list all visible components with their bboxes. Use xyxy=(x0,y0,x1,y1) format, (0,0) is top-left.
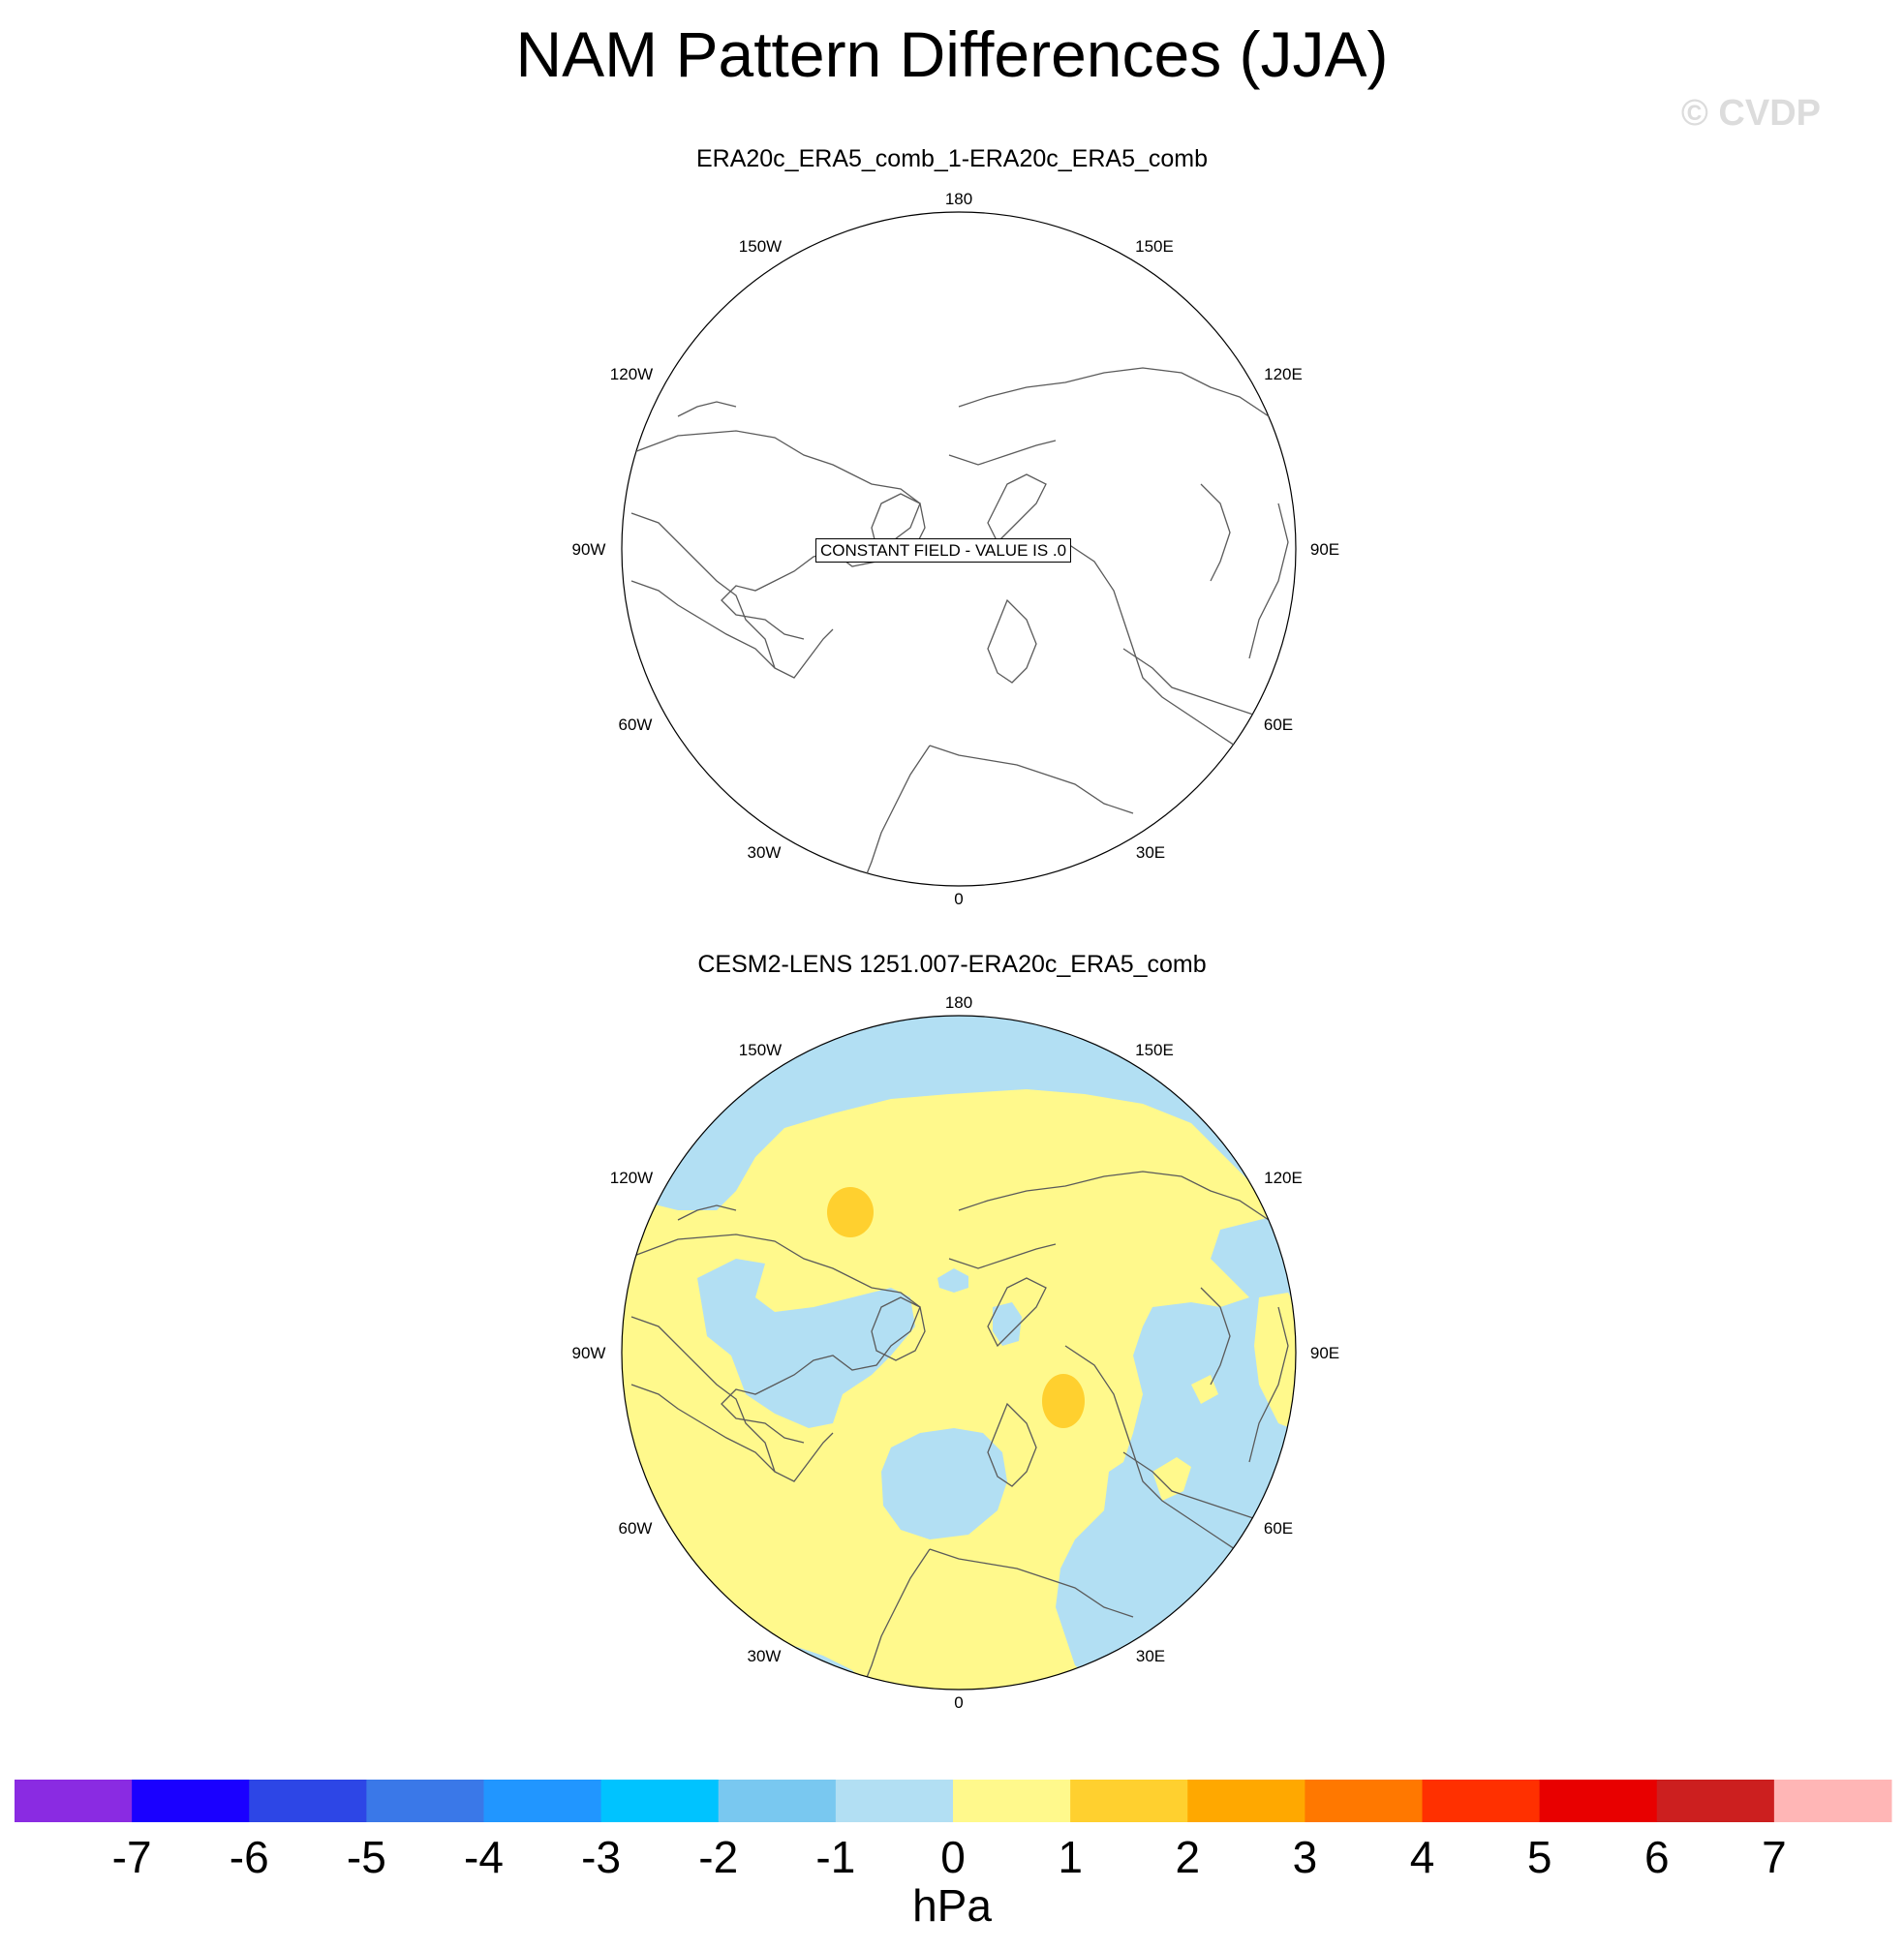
panel-1-title: ERA20c_ERA5_comb_1-ERA20c_ERA5_comb xyxy=(695,145,1209,172)
panel-2-lon-0: 0 xyxy=(954,1693,963,1712)
colorbar-swatch xyxy=(1070,1780,1188,1822)
panel-2-map: 180 150W 150E 120W 120E 90W 90E 60W 60E … xyxy=(572,993,1340,1712)
panel-1-lon-150w: 150W xyxy=(739,237,782,256)
panel-2-lon-180: 180 xyxy=(945,993,972,1012)
colorbar-swatch xyxy=(15,1780,133,1822)
colorbar-swatch xyxy=(1187,1780,1305,1822)
negative-region-europe xyxy=(881,1428,1007,1539)
colorbar-tick-label: 1 xyxy=(1058,1832,1083,1882)
colorbar-tick-label: 4 xyxy=(1410,1832,1435,1882)
colorbar-tick-label: 7 xyxy=(1762,1832,1787,1882)
colorbar-tick-label: 6 xyxy=(1644,1832,1670,1882)
positive-region-alaska xyxy=(827,1187,874,1237)
panel-1-lon-0: 0 xyxy=(954,890,963,908)
colorbar-tick-label: -2 xyxy=(698,1832,738,1882)
panel-1-lon-180: 180 xyxy=(945,190,972,208)
panel-1-lon-30e: 30E xyxy=(1136,843,1165,862)
copyright-watermark: © CVDP xyxy=(1680,93,1821,134)
colorbar-swatch xyxy=(1773,1780,1892,1822)
colorbar-tick-label: -5 xyxy=(347,1832,386,1882)
colorbar-swatch xyxy=(366,1780,484,1822)
panel-1-lon-90w: 90W xyxy=(572,540,606,559)
colorbar-swatch xyxy=(1539,1780,1658,1822)
colorbar-swatch xyxy=(132,1780,250,1822)
colorbar-swatch xyxy=(600,1780,720,1822)
panel-1-lon-120e: 120E xyxy=(1264,365,1303,383)
positive-region-siberia xyxy=(1042,1374,1085,1428)
panel-2-lon-30e: 30E xyxy=(1136,1647,1165,1665)
negative-region-pacific xyxy=(622,1016,1296,1239)
panel-1-lon-60w: 60W xyxy=(619,716,653,734)
colorbar-swatch xyxy=(953,1780,1071,1822)
colorbar-swatch xyxy=(1305,1780,1423,1822)
colorbar-swatch xyxy=(1422,1780,1541,1822)
panel-2-lon-120w: 120W xyxy=(610,1169,653,1187)
panel-2-title: CESM2-LENS 1251.007-ERA20c_ERA5_comb xyxy=(697,951,1207,978)
colorbar-tick-label: 2 xyxy=(1175,1832,1200,1882)
colorbar-tick-label: -1 xyxy=(815,1832,855,1882)
colorbar-swatch xyxy=(483,1780,602,1822)
panel-2-lon-120e: 120E xyxy=(1264,1169,1303,1187)
panel-2-lon-150w: 150W xyxy=(739,1041,782,1059)
colorbar-tick-label: -3 xyxy=(581,1832,621,1882)
colorbar-tick-label: -7 xyxy=(112,1832,152,1882)
panel-1-lon-150e: 150E xyxy=(1135,237,1174,256)
colorbar-tick-label: -6 xyxy=(230,1832,269,1882)
panel-2-lon-150e: 150E xyxy=(1135,1041,1174,1059)
page-title: NAM Pattern Differences (JJA) xyxy=(515,18,1389,90)
panel-2-lon-30w: 30W xyxy=(748,1647,782,1665)
colorbar-swatch xyxy=(1656,1780,1775,1822)
negative-region-greenland-sea xyxy=(937,1268,968,1293)
negative-region-kara xyxy=(993,1302,1022,1346)
colorbar-tick-label: -4 xyxy=(464,1832,504,1882)
panel-2-map-border xyxy=(621,1015,1297,1691)
colorbar-tick-label: 3 xyxy=(1293,1832,1318,1882)
panel-1-lon-60e: 60E xyxy=(1264,716,1293,734)
panel-1-lon-120w: 120W xyxy=(610,365,653,383)
panel-2-lon-60e: 60E xyxy=(1264,1519,1293,1538)
negative-region-canada xyxy=(697,1259,915,1428)
colorbar-units: hPa xyxy=(912,1880,992,1931)
panel-2-lon-90e: 90E xyxy=(1310,1344,1339,1362)
colorbar-swatch xyxy=(718,1780,837,1822)
colorbar-swatch xyxy=(835,1780,954,1822)
colorbar-swatch xyxy=(249,1780,367,1822)
panel-2-lon-90w: 90W xyxy=(572,1344,606,1362)
panel-1-lon-30w: 30W xyxy=(748,843,782,862)
panel-2-lon-60w: 60W xyxy=(619,1519,653,1538)
constant-field-note: CONSTANT FIELD - VALUE IS .0 xyxy=(815,538,1072,563)
colorbar-tick-label: 5 xyxy=(1527,1832,1552,1882)
panel-1-lon-90e: 90E xyxy=(1310,540,1339,559)
colorbar-tick-label: 0 xyxy=(940,1832,966,1882)
